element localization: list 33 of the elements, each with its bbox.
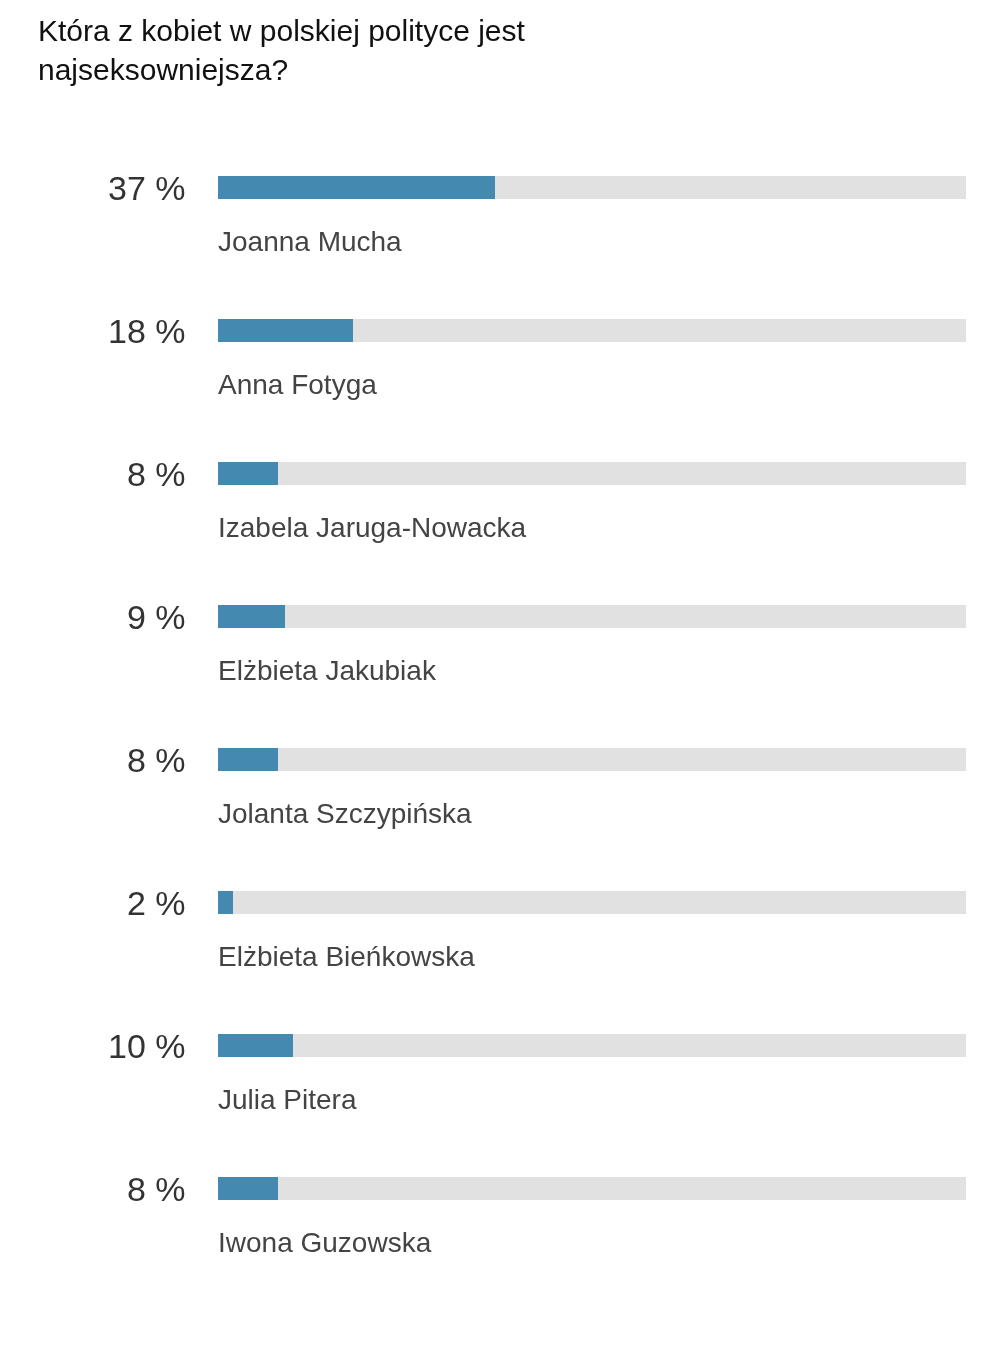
bar (218, 891, 233, 914)
bar (277, 748, 966, 771)
bar (218, 319, 353, 342)
bar (292, 1034, 966, 1057)
bar (285, 605, 966, 628)
data-label: 10 % (108, 1027, 186, 1065)
bar (218, 462, 278, 485)
bar (277, 462, 966, 485)
data-label: 8 % (127, 741, 186, 779)
bar (494, 176, 966, 199)
data-label: 37 % (108, 169, 186, 207)
bar (218, 1177, 278, 1200)
y-tick-label: Julia Pitera (218, 1084, 357, 1115)
bar (218, 748, 278, 771)
data-label: 18 % (108, 312, 186, 350)
data-label: 8 % (127, 1170, 186, 1208)
bar (218, 605, 286, 628)
bar (218, 176, 495, 199)
y-tick-label: Iwona Guzowska (218, 1227, 432, 1258)
bar (232, 891, 966, 914)
y-tick-label: Elżbieta Jakubiak (218, 655, 437, 686)
data-label: 9 % (127, 598, 186, 636)
data-label: 2 % (127, 884, 186, 922)
y-tick-label: Anna Fotyga (218, 369, 378, 400)
chart-title: Która z kobiet w polskiej polityce jest najseksowniejsza? (38, 13, 526, 86)
bar (277, 1177, 966, 1200)
y-tick-label: Jolanta Szczypińska (218, 798, 473, 829)
data-label: 8 % (127, 455, 186, 493)
bar (218, 1034, 293, 1057)
bar (352, 319, 966, 342)
y-tick-label: Joanna Mucha (218, 226, 403, 257)
y-tick-label: Elżbieta Bieńkowska (218, 941, 476, 972)
y-tick-label: Izabela Jaruga-Nowacka (218, 512, 527, 543)
